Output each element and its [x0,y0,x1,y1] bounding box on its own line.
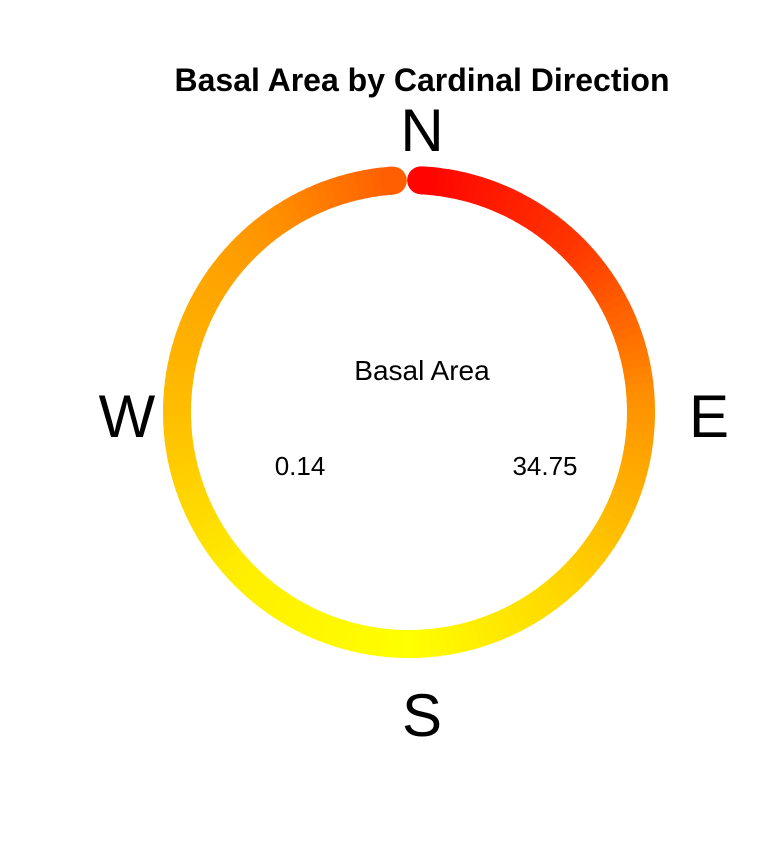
legend: Basal Area 0.14 34.75 [275,355,578,481]
direction-ring [163,166,655,658]
legend-max-label: 34.75 [512,451,577,481]
chart-title: Basal Area by Cardinal Direction [175,62,670,98]
direction-label-w: W [99,383,156,450]
legend-min-label: 0.14 [275,451,326,481]
direction-label-s: S [402,682,442,749]
direction-label-e: E [689,383,729,450]
direction-label-n: N [400,97,443,164]
ring-cap-start [407,166,436,195]
ring-cap-end [378,166,407,195]
legend-title: Basal Area [354,355,490,386]
